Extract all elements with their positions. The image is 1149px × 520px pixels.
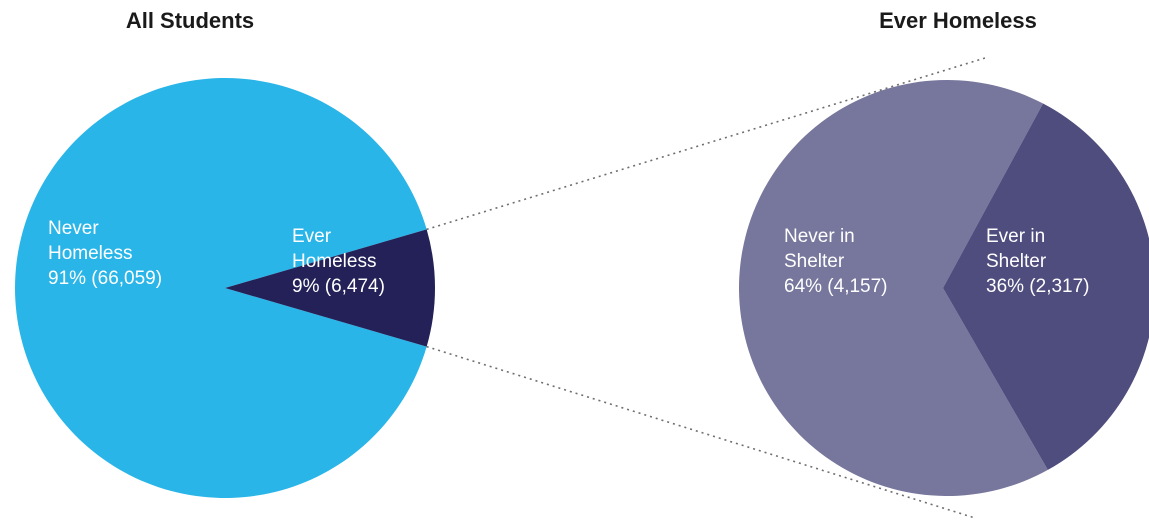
label-never-in-shelter: Never in Shelter 64% (4,157) xyxy=(784,226,888,297)
pie-all-students-labels: Never Homeless 91% (66,059) Ever Homeless 9% … xyxy=(48,218,385,297)
label-ever-in-shelter-line-1: Ever in xyxy=(986,226,1045,247)
label-ever-homeless-line-1: Ever xyxy=(292,226,332,247)
label-never-homeless-line-1: Never xyxy=(48,218,99,239)
label-never-homeless-line-2: Homeless xyxy=(48,243,132,264)
slice-ever-in-shelter xyxy=(943,103,1149,470)
label-ever-homeless-line-2: Homeless xyxy=(292,251,376,272)
chart-title-all-students: All Students xyxy=(126,8,254,33)
chart-title-ever-homeless: Ever Homeless xyxy=(879,8,1037,33)
connector-lines xyxy=(426,57,986,519)
slice-never-homeless xyxy=(15,78,427,498)
connector-line-top xyxy=(426,57,986,231)
label-ever-homeless: Ever Homeless 9% (6,474) xyxy=(292,226,385,297)
label-never-in-shelter-line-2: Shelter xyxy=(784,251,845,272)
slice-never-in-shelter xyxy=(739,80,1048,496)
label-ever-in-shelter-line-3: 36% (2,317) xyxy=(986,276,1090,297)
pie-ever-homeless xyxy=(739,80,1149,496)
label-ever-homeless-line-3: 9% (6,474) xyxy=(292,276,385,297)
label-ever-in-shelter: Ever in Shelter 36% (2,317) xyxy=(986,226,1090,297)
label-never-homeless: Never Homeless 91% (66,059) xyxy=(48,218,162,289)
label-never-in-shelter-line-3: 64% (4,157) xyxy=(784,276,888,297)
slice-ever-homeless xyxy=(225,229,435,347)
pie-all-students xyxy=(15,78,435,498)
label-never-in-shelter-line-1: Never in xyxy=(784,226,855,247)
label-ever-in-shelter-line-2: Shelter xyxy=(986,251,1047,272)
label-never-homeless-line-3: 91% (66,059) xyxy=(48,268,162,289)
pie-ever-homeless-labels: Never in Shelter 64% (4,157) Ever in Shelter… xyxy=(784,226,1090,297)
